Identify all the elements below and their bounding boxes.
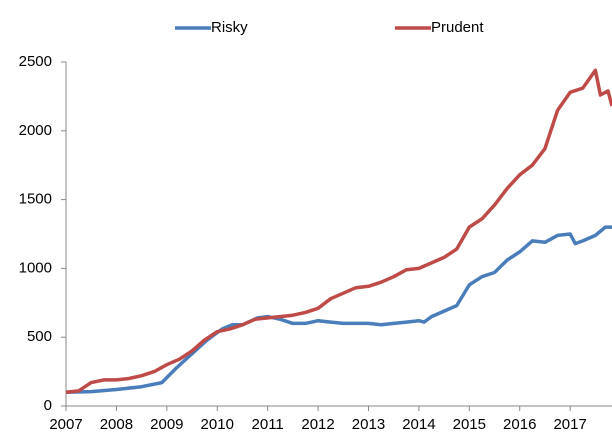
x-tick-label: 2012 xyxy=(301,416,334,433)
x-tick-label: 2010 xyxy=(201,416,234,433)
x-tick-label: 2009 xyxy=(150,416,183,433)
series-line xyxy=(65,68,612,394)
y-tick-label: 2500 xyxy=(19,53,52,70)
y-tick-label: 1500 xyxy=(19,191,52,208)
legend-label: Risky xyxy=(211,19,248,36)
y-tick-label: 1000 xyxy=(19,259,52,276)
x-tick-label: 2014 xyxy=(402,416,435,433)
x-tick-label: 2017 xyxy=(553,416,586,433)
x-tick-label: 2007 xyxy=(49,416,82,433)
y-tick-label: 0 xyxy=(44,397,52,414)
x-tick-label: 2013 xyxy=(352,416,385,433)
series-line xyxy=(65,225,612,394)
x-tick-label: 2008 xyxy=(100,416,133,433)
y-tick-label: 500 xyxy=(27,328,52,345)
y-tick-label: 2000 xyxy=(19,122,52,139)
x-tick-label: 2011 xyxy=(252,416,284,433)
x-tick-label: 2016 xyxy=(503,416,536,433)
legend-label: Prudent xyxy=(431,19,484,36)
x-tick-label: 2015 xyxy=(453,416,486,433)
